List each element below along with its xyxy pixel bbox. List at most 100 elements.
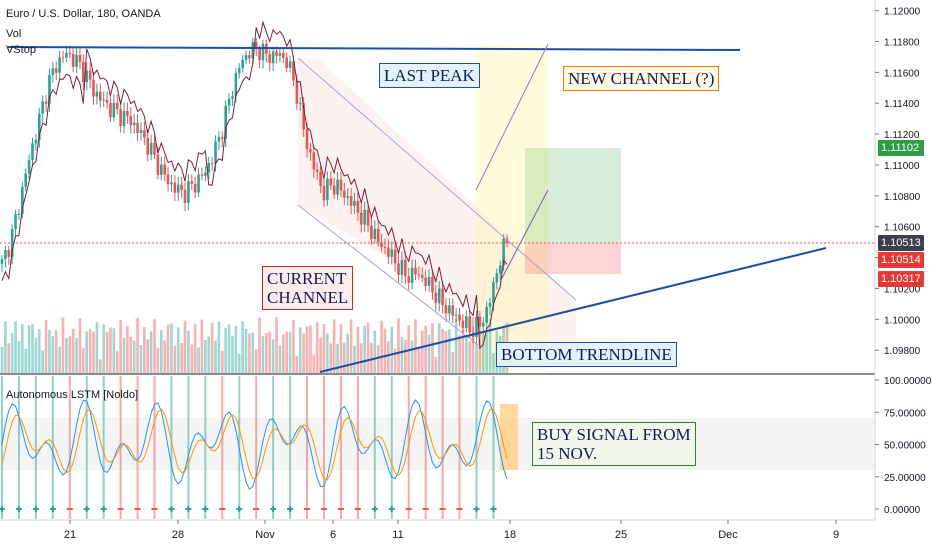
volume-bar bbox=[231, 335, 234, 373]
candle-body bbox=[305, 129, 309, 150]
candle-body bbox=[312, 152, 316, 170]
price-tick-label: 1.11200 bbox=[884, 130, 920, 141]
new-channel-lower-line[interactable] bbox=[499, 189, 549, 283]
candle-body bbox=[393, 249, 397, 264]
channel-lower-line[interactable] bbox=[297, 204, 479, 346]
candle-body bbox=[298, 103, 302, 105]
candle-body bbox=[258, 48, 261, 61]
bottom-trendline-label[interactable]: BOTTOM TRENDLINE bbox=[496, 342, 677, 367]
volume-bar bbox=[34, 337, 38, 373]
time-tick-label: Nov bbox=[255, 529, 275, 541]
price-tick-label: 1.10000 bbox=[884, 315, 921, 326]
candle-body bbox=[349, 196, 353, 206]
candle-body bbox=[251, 42, 255, 59]
volume-bar bbox=[193, 323, 197, 373]
volume-bar bbox=[221, 350, 224, 373]
candle-body bbox=[21, 186, 24, 214]
volume-bar bbox=[312, 354, 316, 373]
candle-body bbox=[376, 228, 380, 243]
candle-body bbox=[122, 110, 126, 127]
last-peak-label[interactable]: LAST PEAK bbox=[379, 63, 480, 88]
buy-signal-zone bbox=[500, 404, 518, 470]
volume-bar bbox=[271, 339, 275, 373]
volume-bar bbox=[265, 332, 268, 373]
current-channel-label[interactable]: CURRENT CHANNEL bbox=[262, 266, 354, 310]
volume-bar bbox=[183, 320, 187, 373]
candle-body bbox=[404, 259, 407, 277]
volume-bar bbox=[343, 342, 346, 373]
buy-marker bbox=[185, 506, 192, 512]
volume-bar bbox=[349, 319, 353, 373]
last-peak-line[interactable] bbox=[7, 46, 741, 51]
bottom-trendline[interactable] bbox=[319, 247, 827, 373]
buy-marker bbox=[83, 506, 90, 512]
new-channel-label[interactable]: NEW CHANNEL (?) bbox=[563, 66, 720, 91]
lstm-axis: 100.00000 75.00000 50.00000 25.00000 0.00000 bbox=[875, 376, 932, 516]
candle-body bbox=[31, 143, 34, 160]
volume-bar bbox=[180, 343, 183, 373]
volume-bar bbox=[41, 350, 44, 373]
volume-bar bbox=[82, 348, 85, 373]
candle-body bbox=[231, 96, 234, 99]
volume-bar bbox=[288, 331, 292, 373]
candle-body bbox=[7, 250, 11, 257]
volume-bar bbox=[424, 325, 427, 373]
volume-bar bbox=[251, 332, 255, 373]
buy-signal-label[interactable]: BUY SIGNAL FROM 15 NOV. bbox=[532, 422, 696, 466]
new-channel-upper-line[interactable] bbox=[475, 43, 549, 191]
volume-bar bbox=[98, 359, 102, 373]
candle-body bbox=[343, 190, 346, 198]
current-channel-zone bbox=[298, 58, 576, 370]
volume-bar bbox=[78, 318, 82, 373]
volume-bar bbox=[488, 318, 492, 373]
volume-bar bbox=[298, 327, 302, 373]
channel-upper-line[interactable] bbox=[297, 57, 577, 301]
buy-marker bbox=[202, 506, 209, 512]
volume-bar bbox=[241, 321, 244, 373]
volume-bar bbox=[420, 330, 424, 373]
candle-body bbox=[271, 51, 275, 64]
candle-body bbox=[132, 122, 136, 126]
candle-body bbox=[329, 178, 333, 186]
candle-body bbox=[282, 52, 285, 58]
volume-bar bbox=[71, 328, 75, 373]
candle-body bbox=[139, 130, 143, 134]
volume-bar bbox=[441, 329, 444, 373]
volume-bar bbox=[244, 329, 248, 373]
candle-body bbox=[478, 316, 482, 327]
volume-bar bbox=[268, 331, 272, 373]
volume-bar bbox=[326, 333, 329, 373]
candle-body bbox=[475, 316, 478, 337]
candle-body bbox=[200, 174, 204, 176]
time-tick-label: 18 bbox=[504, 529, 516, 541]
buy-marker bbox=[15, 506, 22, 512]
candle-body bbox=[217, 137, 221, 142]
candle-body bbox=[373, 228, 377, 240]
candle-body bbox=[495, 273, 499, 283]
candle-body bbox=[363, 210, 366, 225]
candle-body bbox=[153, 142, 156, 155]
candle-body bbox=[92, 79, 95, 97]
volume-bar bbox=[210, 322, 214, 373]
volume-bar bbox=[237, 353, 241, 373]
candle-body bbox=[339, 179, 343, 191]
volume-bar bbox=[261, 336, 265, 373]
volume-bar bbox=[475, 343, 478, 373]
signal-lines bbox=[1, 376, 495, 519]
price-tick-label: 1.10800 bbox=[884, 192, 921, 203]
candle-body bbox=[431, 276, 434, 293]
candle-body bbox=[319, 171, 322, 186]
volume-bar bbox=[122, 337, 126, 373]
candle-body bbox=[68, 52, 72, 54]
volume-bar bbox=[54, 330, 58, 373]
volume-bar bbox=[458, 334, 461, 373]
volume-bar bbox=[48, 329, 51, 373]
volume-bar bbox=[485, 332, 488, 373]
volume-bar bbox=[190, 344, 194, 373]
candle-body bbox=[488, 303, 492, 307]
volume-bar bbox=[427, 334, 431, 373]
volume-bar bbox=[417, 347, 421, 373]
volume-bar bbox=[407, 325, 411, 373]
candle-body bbox=[27, 159, 31, 174]
